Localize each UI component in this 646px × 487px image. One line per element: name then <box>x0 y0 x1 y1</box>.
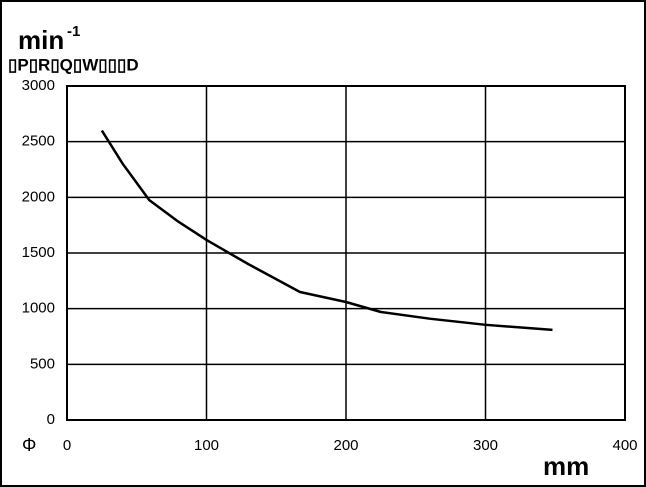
y-tick-label: 1500 <box>22 244 55 261</box>
y-tick-label: 2000 <box>22 188 55 205</box>
x-tick-label: 300 <box>473 437 498 454</box>
x-tick-label: 200 <box>333 437 358 454</box>
y-label: min <box>18 25 64 55</box>
plot-frame <box>66 85 626 421</box>
y-tick-label: 0 <box>47 411 55 428</box>
y-tick-label: 3000 <box>22 77 55 94</box>
x-tick-label: 100 <box>194 437 219 454</box>
y-tick-label: 2500 <box>22 133 55 150</box>
x-tick-label: 400 <box>612 437 637 454</box>
line <box>100 129 553 332</box>
x-symbol: Φ <box>22 435 36 455</box>
subtitle: ▯P▯R▯Q▯W▯▯▯D <box>8 55 139 74</box>
x-label: mm <box>543 451 589 481</box>
y-label-exponent: -1 <box>67 23 80 40</box>
y-tick-label: 500 <box>30 355 55 372</box>
y-tick-label: 1000 <box>22 300 55 317</box>
x-tick-label: 0 <box>63 437 71 454</box>
